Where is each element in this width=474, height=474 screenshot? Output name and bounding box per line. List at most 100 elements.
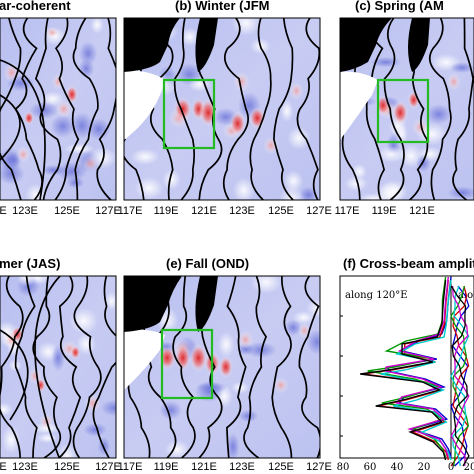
panel-b-red-blob <box>173 97 192 121</box>
panel-c-xtick: 119E <box>372 205 397 217</box>
panel-a-field <box>0 18 116 200</box>
panel-b-title: (b) Winter (JFM <box>175 0 270 13</box>
panel-c-land <box>408 18 430 72</box>
panel-e-red-blob <box>189 343 208 372</box>
panel-d-map <box>0 275 117 459</box>
panel-a-contour <box>72 18 99 200</box>
panel-a-texture <box>78 41 98 66</box>
panel-a-contour-arc <box>0 94 21 161</box>
panel-b-xtick: 125E <box>268 205 294 217</box>
panel-b-map <box>123 17 321 201</box>
panel-c-texture <box>425 104 452 125</box>
panel-f-xtick: 60 <box>364 462 377 473</box>
panel-e-contour <box>271 276 293 458</box>
panel-b-xtick: 127E <box>306 205 332 217</box>
panel-e-highlight-box <box>160 328 214 400</box>
panel-a-texture <box>63 143 95 154</box>
panel-b-contour <box>173 18 196 200</box>
panel-a-red-blob <box>65 85 78 104</box>
panel-c-red-blob <box>392 100 409 125</box>
panel-a-contour-arc <box>0 59 46 200</box>
panel-d-contour <box>14 276 38 458</box>
panel-d-xtick: 125E <box>54 461 80 473</box>
panel-d-contour <box>92 276 116 458</box>
panel-e-land <box>195 276 218 332</box>
panel-c-texture <box>449 62 474 73</box>
panel-a-xtick: 123E <box>12 205 38 217</box>
panel-e-pink-blob <box>298 322 311 339</box>
panel-c-texture <box>377 146 406 163</box>
panel-e-red-blob <box>174 344 191 371</box>
panel-b-texture <box>280 99 294 123</box>
panel-b-texture <box>130 148 160 165</box>
panel-c-contour <box>428 18 452 200</box>
panel-e-xtick: 125E <box>268 461 294 473</box>
panel-c-xtick: 117E <box>335 205 360 217</box>
panel-d-xtick: 123E <box>12 461 38 473</box>
panel-a-texture <box>0 163 25 185</box>
panel-d-contour <box>72 276 102 458</box>
panel-a-texture <box>41 164 66 176</box>
panel-a-pink-blob <box>82 155 99 172</box>
panel-b-xtick: 123E <box>229 205 255 217</box>
panel-b-xtick: 121E <box>191 205 217 217</box>
panel-d-contour <box>32 276 62 458</box>
panel-b-texture <box>180 27 200 47</box>
panel-b-land <box>124 18 180 72</box>
panel-f-series-line-right <box>450 285 470 467</box>
panel-a-frame <box>0 17 117 201</box>
panel-e-title: (e) Fall (OND) <box>166 256 250 271</box>
panel-a-texture <box>90 18 104 34</box>
panel-e-contour <box>172 276 196 458</box>
panel-a-title: ar-coherent <box>0 0 71 13</box>
panel-c-frame <box>339 17 474 201</box>
panel-d-texture <box>104 291 116 311</box>
panel-c-texture <box>399 144 423 168</box>
panel-f-xtick: 40 <box>391 462 404 473</box>
panel-b-texture <box>299 186 318 200</box>
panel-d-texture <box>2 425 21 454</box>
panel-d-frame <box>0 275 117 459</box>
panel-b-xtick: 119E <box>154 205 179 217</box>
panel-b-contour <box>249 18 272 200</box>
panel-b-contour <box>273 18 294 200</box>
panel-f-series-line-right <box>450 285 470 467</box>
panel-b-xtick: 117E <box>118 205 143 217</box>
panel-a-contour <box>54 18 80 200</box>
panel-e-texture <box>250 276 282 294</box>
panel-e-red-blob <box>218 356 233 378</box>
panel-f-series-line <box>360 279 447 461</box>
panel-c-pink-blob <box>412 118 429 137</box>
panel-b-texture <box>231 18 261 36</box>
panel-b-contour <box>296 18 320 200</box>
panel-e-map <box>123 275 321 459</box>
panel-a-pink-blob <box>45 26 60 39</box>
panel-e-texture <box>217 332 235 358</box>
panel-e-texture <box>292 310 315 325</box>
panel-e-xtick: 127E <box>306 461 332 473</box>
panel-c-map <box>339 17 474 201</box>
panel-a-contour <box>96 18 116 200</box>
panel-c-contour <box>383 18 405 200</box>
panel-c-highlight-box <box>376 78 430 144</box>
panel-c-contour <box>452 18 474 200</box>
panel-a-pink-blob <box>16 146 31 163</box>
panel-d-contour <box>0 276 24 458</box>
panel-a-texture <box>50 114 76 138</box>
panel-a-xtick: 127E <box>95 205 121 217</box>
panel-c-texture <box>344 175 369 192</box>
panel-b-texture <box>232 177 255 200</box>
panel-b-contour <box>150 18 174 200</box>
panel-d-contour <box>58 276 82 458</box>
panel-e-texture <box>284 319 302 336</box>
panel-e-land <box>124 276 182 332</box>
panel-d-texture <box>83 422 107 437</box>
panel-e-pink-blob <box>272 377 289 394</box>
panel-d-texture <box>69 308 98 334</box>
panel-d-texture <box>100 399 116 417</box>
panel-c-xtick: 121E <box>409 205 435 217</box>
panel-d-texture <box>56 443 78 458</box>
panel-b-land <box>195 18 218 72</box>
panel-e-texture <box>238 409 259 423</box>
